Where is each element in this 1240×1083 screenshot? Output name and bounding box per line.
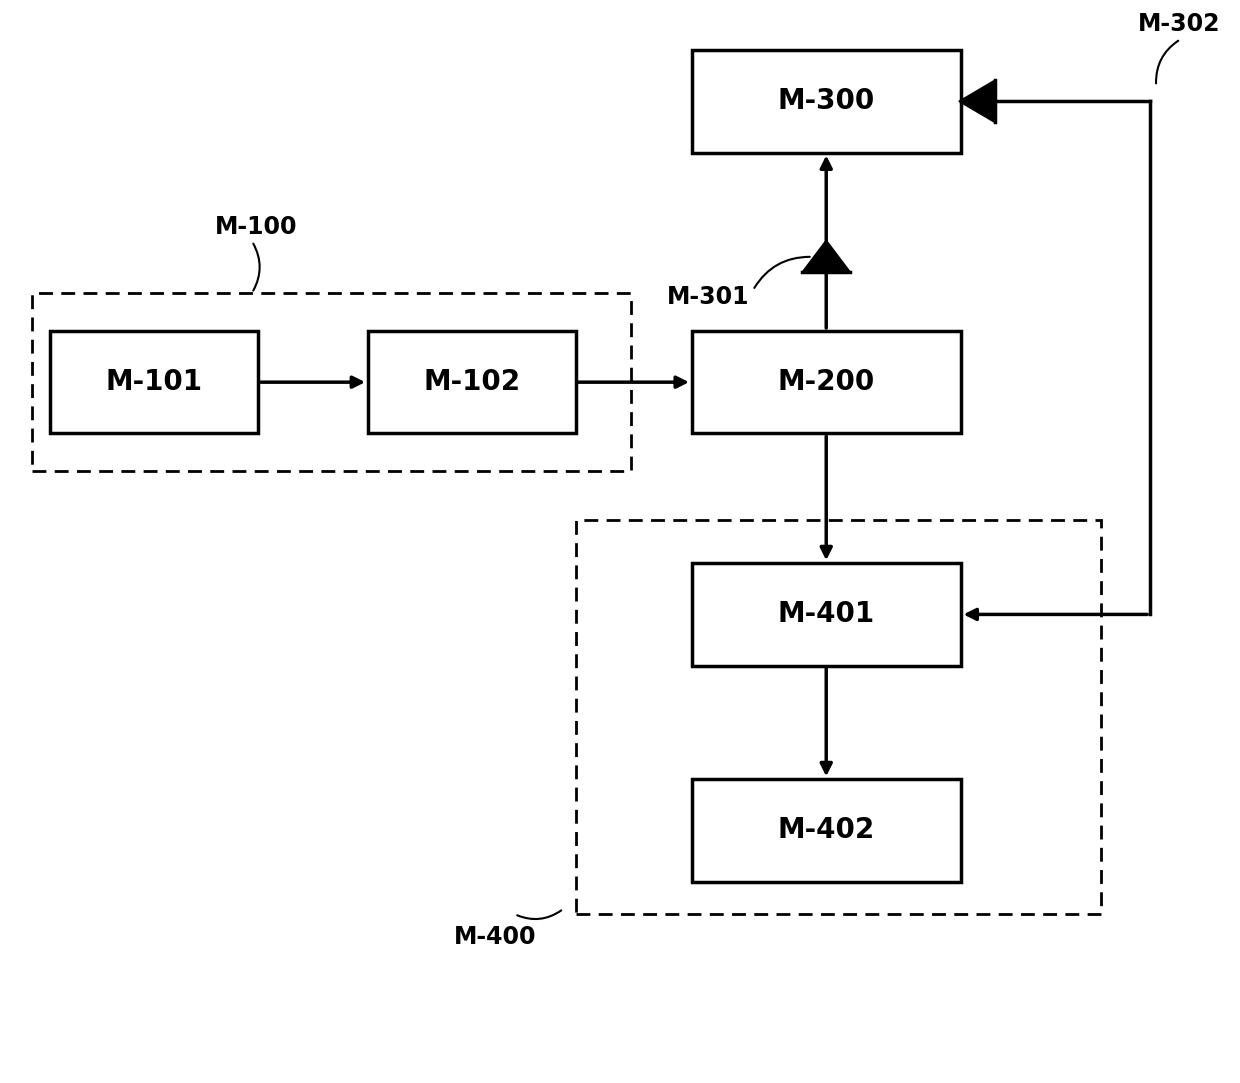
Text: M-300: M-300 <box>777 88 875 115</box>
Bar <box>32 293 631 471</box>
Text: M-402: M-402 <box>777 817 875 845</box>
Bar <box>692 50 961 153</box>
Text: M-401: M-401 <box>777 600 874 628</box>
Bar <box>692 563 961 666</box>
Text: M-102: M-102 <box>423 368 521 396</box>
Polygon shape <box>959 80 994 122</box>
Bar <box>692 779 961 882</box>
Bar <box>368 331 575 433</box>
Bar <box>692 331 961 433</box>
Text: M-100: M-100 <box>216 216 298 239</box>
Text: M-200: M-200 <box>777 368 875 396</box>
Text: M-302: M-302 <box>1138 12 1220 36</box>
Bar <box>575 520 1101 914</box>
Text: M-301: M-301 <box>667 285 750 309</box>
Polygon shape <box>802 240 851 272</box>
Bar <box>51 331 258 433</box>
Text: M-101: M-101 <box>105 368 202 396</box>
Text: M-400: M-400 <box>454 925 536 949</box>
